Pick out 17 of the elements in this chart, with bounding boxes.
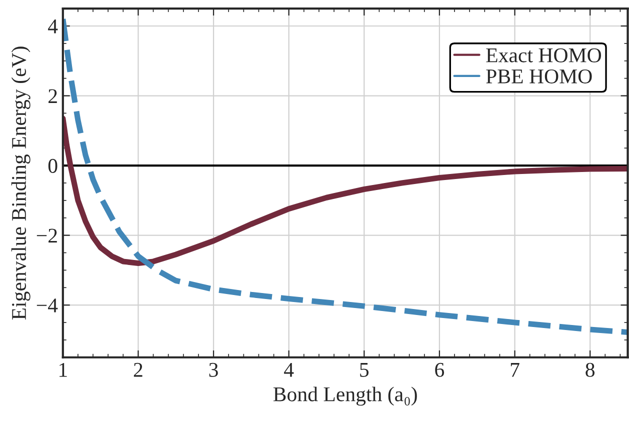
x-tick-label: 1 [60, 362, 67, 377]
x-tick-label: 4 [284, 362, 294, 377]
y-tick-label: −2 [36, 228, 57, 243]
x-tick-label: 2 [134, 362, 142, 377]
x-tick-label: 7 [510, 363, 520, 377]
legend-label: PBE HOMO [486, 69, 592, 84]
x-tick-label: 6 [435, 362, 444, 377]
x-tick-label: 3 [209, 362, 218, 377]
y-tick-label: 2 [48, 89, 57, 103]
y-tick-label: −4 [36, 298, 58, 312]
legend-label: Exact HOMO [486, 48, 602, 62]
x-tick-label: 8 [586, 362, 594, 377]
y-tick-label: 4 [48, 20, 58, 34]
x-axis-title: Bond Length (a₀) [273, 386, 417, 406]
y-axis-title: Eigenvalue Binding Energy (eV) [11, 46, 30, 320]
y-tick-label: 0 [48, 158, 58, 173]
x-tick-label: 5 [360, 363, 369, 377]
